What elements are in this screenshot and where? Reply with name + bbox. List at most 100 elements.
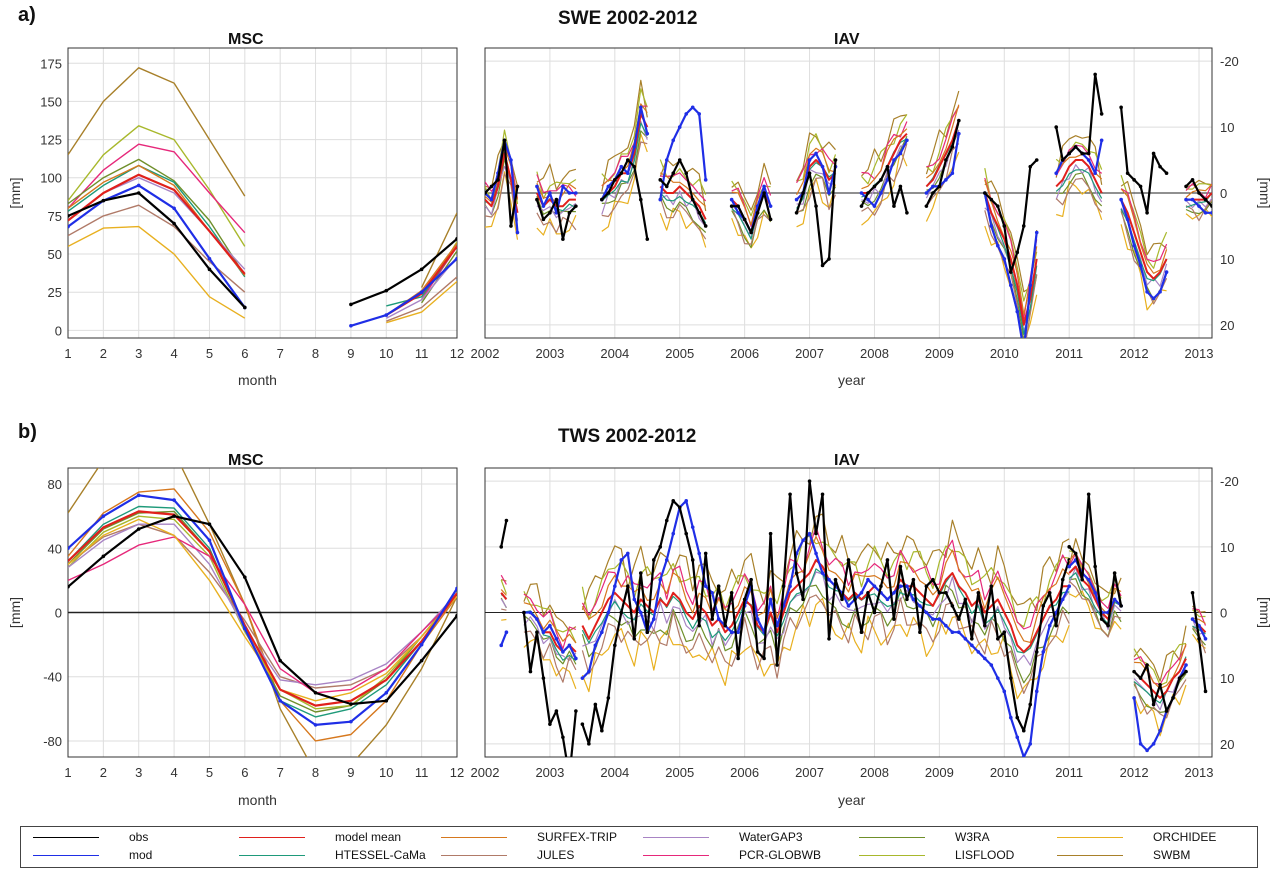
series-point-obs xyxy=(1203,197,1208,202)
legend-label: W3RA xyxy=(955,830,990,844)
x-tick-label: 8 xyxy=(312,346,319,361)
series-point-mod xyxy=(600,630,604,635)
series-point-mod xyxy=(1145,748,1149,753)
legend-swatch xyxy=(1057,855,1123,856)
series-point-mod xyxy=(561,184,565,189)
series-point-obs xyxy=(840,597,844,602)
y-tick-label: -20 xyxy=(1220,54,1239,69)
series-point-obs xyxy=(567,210,572,215)
series-point-obs xyxy=(561,735,565,740)
y-tick-label: 50 xyxy=(48,247,62,262)
series-point-obs xyxy=(671,171,676,176)
series-point-obs xyxy=(768,531,773,536)
series-point-obs xyxy=(957,118,961,123)
y-tick-label: 0 xyxy=(55,323,62,338)
series-point-obs xyxy=(1002,224,1007,228)
y-tick-label: 0 xyxy=(1220,186,1227,201)
series-line-swbm xyxy=(1120,180,1167,256)
series-point-obs xyxy=(1073,145,1078,149)
series-point-obs xyxy=(68,585,70,589)
series-point-obs xyxy=(1125,171,1130,176)
x-tick-label: 2008 xyxy=(860,765,889,780)
series-point-obs xyxy=(671,499,676,503)
series-point-mod xyxy=(489,197,494,202)
series-point-mod xyxy=(1002,689,1007,694)
series-point-mod xyxy=(983,656,987,661)
series-point-obs xyxy=(136,527,141,531)
series-point-obs xyxy=(1164,171,1169,176)
series-point-obs xyxy=(931,191,935,195)
series-point-obs xyxy=(1067,151,1071,156)
series-line-w3ra xyxy=(581,584,1070,684)
series-line-obs xyxy=(659,158,707,227)
series-line-watergap3 xyxy=(68,177,457,319)
series-line-mod xyxy=(68,494,457,726)
series-point-obs xyxy=(626,584,630,589)
legend-label: PCR-GLOBWB xyxy=(739,848,822,862)
series-point-mod xyxy=(1060,597,1065,602)
series-point-obs xyxy=(859,630,864,635)
series-point-obs xyxy=(950,145,955,149)
series-point-obs xyxy=(548,210,552,215)
x-tick-label: 2010 xyxy=(990,346,1019,361)
series-point-obs xyxy=(1197,191,1201,195)
series-point-mod xyxy=(814,551,818,556)
series-point-mod xyxy=(606,610,611,615)
series-line-surfex-trip xyxy=(861,128,908,190)
series-line-orchidee xyxy=(501,618,507,621)
series-point-obs xyxy=(755,210,760,215)
series-point-obs xyxy=(515,184,520,189)
series-point-obs xyxy=(794,210,799,215)
series-line-swbm xyxy=(536,163,577,190)
series-point-obs xyxy=(1060,158,1065,162)
series-line-w3ra xyxy=(796,173,836,213)
series-point-mod xyxy=(619,558,624,562)
series-point-mod xyxy=(1125,217,1130,222)
x-tick-label: 2012 xyxy=(1120,765,1149,780)
series-point-obs xyxy=(1028,164,1033,169)
legend-label: model mean xyxy=(335,830,402,844)
series-line-swbm xyxy=(68,468,457,757)
series-point-obs xyxy=(243,305,247,310)
series-line-jules xyxy=(601,141,648,218)
series-point-obs xyxy=(690,197,695,202)
series-point-obs xyxy=(820,492,825,497)
series-point-mod xyxy=(859,590,864,595)
series-point-obs xyxy=(645,630,650,635)
series-point-mod xyxy=(528,610,533,615)
series-point-obs xyxy=(866,590,870,595)
series-point-obs xyxy=(1067,545,1071,549)
series-point-obs xyxy=(775,663,779,667)
series-line-obs xyxy=(68,515,457,706)
series-line-lisflood xyxy=(500,579,507,594)
panel-a-iav-title: IAV xyxy=(834,31,860,48)
series-point-obs xyxy=(697,623,702,628)
series-point-obs xyxy=(1145,663,1149,667)
series-point-obs xyxy=(892,204,896,208)
series-line-lisflood xyxy=(1185,183,1212,190)
series-line-pcr-globwb xyxy=(536,174,577,197)
series-point-mod xyxy=(541,204,546,208)
x-tick-label: 5 xyxy=(206,346,213,361)
series-line-orchidee xyxy=(523,637,577,690)
series-point-mod xyxy=(736,630,740,635)
series-point-obs xyxy=(664,184,669,189)
series-point-mod xyxy=(729,630,734,635)
series-point-mod xyxy=(1034,230,1039,235)
series-line-jules xyxy=(485,173,519,235)
series-line-pcr-globwb xyxy=(500,574,507,585)
x-tick-label: 2006 xyxy=(730,346,759,361)
series-point-obs xyxy=(541,676,546,680)
series-point-obs xyxy=(1080,577,1084,582)
series-point-obs xyxy=(499,545,504,549)
series-point-mod xyxy=(1145,290,1149,294)
series-point-mod xyxy=(1132,696,1136,700)
series-point-obs xyxy=(496,178,500,182)
series-line-w3ra xyxy=(601,130,648,204)
y-tick-label: 75 xyxy=(48,209,62,224)
series-line-pcr-globwb xyxy=(861,121,908,180)
series-point-mod xyxy=(924,610,929,615)
series-point-mod xyxy=(499,643,504,648)
series-line-jules xyxy=(1068,580,1122,638)
series-point-obs xyxy=(866,191,870,195)
